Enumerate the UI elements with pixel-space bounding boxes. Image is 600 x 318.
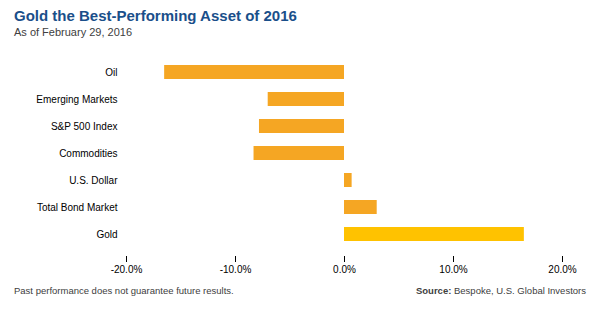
svg-text:S&P 500 Index: S&P 500 Index bbox=[51, 121, 118, 132]
html-text:Source: Bespoke, U.S. Global I: Source: Bespoke, U.S. Global Investors bbox=[416, 285, 586, 296]
svg-text:Total Bond Market: Total Bond Market bbox=[37, 202, 118, 213]
html-text:Gold the Best-Performing Asset: Gold the Best-Performing Asset of 2016 bbox=[14, 7, 297, 24]
html-text:Past performance does not guar: Past performance does not guarantee futu… bbox=[14, 285, 234, 296]
svg-text:U.S. Dollar: U.S. Dollar bbox=[69, 175, 118, 186]
svg-text:20.0%: 20.0% bbox=[548, 264, 576, 275]
svg-text:Emerging Markets: Emerging Markets bbox=[36, 94, 117, 105]
svg-text:10.0%: 10.0% bbox=[439, 264, 467, 275]
svg-text:-20.0%: -20.0% bbox=[111, 264, 143, 275]
svg-text:Oil: Oil bbox=[105, 67, 117, 78]
svg-text:Gold: Gold bbox=[96, 229, 117, 240]
html-text:As of February 29, 2016: As of February 29, 2016 bbox=[14, 26, 132, 38]
svg-text:Commodities: Commodities bbox=[59, 148, 117, 159]
svg-text:0.0%: 0.0% bbox=[333, 264, 356, 275]
svg-text:-10.0%: -10.0% bbox=[220, 264, 252, 275]
